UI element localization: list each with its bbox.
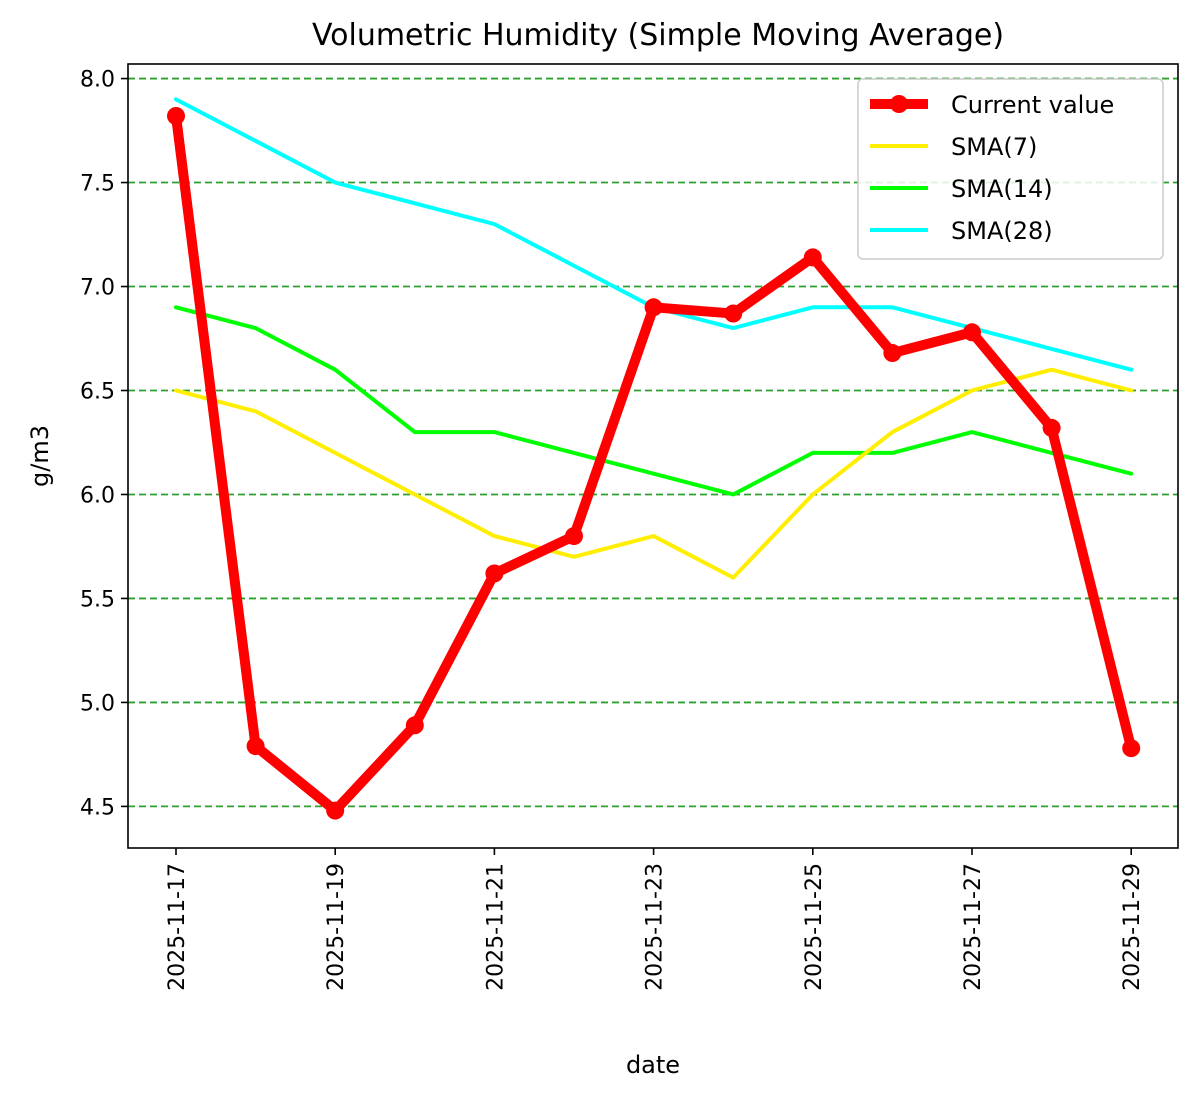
- data-point-8: [803, 248, 822, 267]
- y-axis-label: g/m3: [26, 425, 54, 487]
- x-tick-label-1: 2025-11-19: [324, 863, 349, 991]
- y-axis: 4.5 5.0 5.5 6.0 6.5 7.0 7.5 8.0: [80, 68, 128, 820]
- x-tick-label-0: 2025-11-17: [165, 863, 190, 991]
- series-layer: [167, 97, 1141, 820]
- y-tick-label-6: 7.5: [80, 172, 115, 197]
- chart-title: Volumetric Humidity (Simple Moving Avera…: [312, 18, 1004, 53]
- legend-label-1: SMA(7): [951, 133, 1037, 161]
- data-point-2: [326, 801, 345, 820]
- y-tick-label-3: 6.0: [80, 483, 115, 508]
- y-tick-label-0: 4.5: [80, 795, 115, 820]
- legend-label-0: Current value: [951, 91, 1114, 119]
- y-tick-label-4: 6.5: [80, 379, 115, 404]
- legend-box: [857, 78, 1164, 260]
- data-point-3: [405, 716, 424, 735]
- data-point-10: [963, 323, 981, 342]
- data-point-5: [565, 527, 583, 546]
- data-point-0: [167, 106, 185, 125]
- x-tick-label-4: 2025-11-25: [802, 863, 827, 991]
- legend-marker-0: [890, 95, 908, 113]
- data-point-1: [246, 737, 265, 756]
- x-tick-label-5: 2025-11-27: [961, 863, 986, 991]
- data-point-12: [1122, 739, 1141, 758]
- y-tick-label-7: 8.0: [80, 68, 115, 93]
- data-point-7: [724, 304, 743, 323]
- x-axis: 2025-11-17 2025-11-19 2025-11-21 2025-11-23…: [165, 848, 1145, 991]
- data-point-9: [883, 344, 902, 363]
- series-line-sma-14: [174, 305, 1134, 497]
- y-tick-label-5: 7.0: [80, 276, 115, 301]
- legend-label-2: SMA(14): [951, 175, 1053, 203]
- x-tick-label-6: 2025-11-29: [1120, 863, 1145, 991]
- data-point-4: [485, 564, 504, 583]
- x-tick-label-3: 2025-11-23: [643, 863, 668, 991]
- y-tick-label-1: 5.0: [80, 691, 115, 716]
- legend: Current value SMA(7) SMA(14) SMA(28): [857, 78, 1164, 260]
- series-line-sma-7: [174, 367, 1134, 580]
- data-point-11: [1042, 418, 1061, 437]
- x-tick-label-2: 2025-11-21: [483, 863, 508, 991]
- legend-label-3: SMA(28): [951, 217, 1053, 245]
- data-point-6: [644, 298, 663, 317]
- y-tick-label-2: 5.5: [80, 587, 115, 612]
- x-axis-label: date: [626, 1051, 680, 1079]
